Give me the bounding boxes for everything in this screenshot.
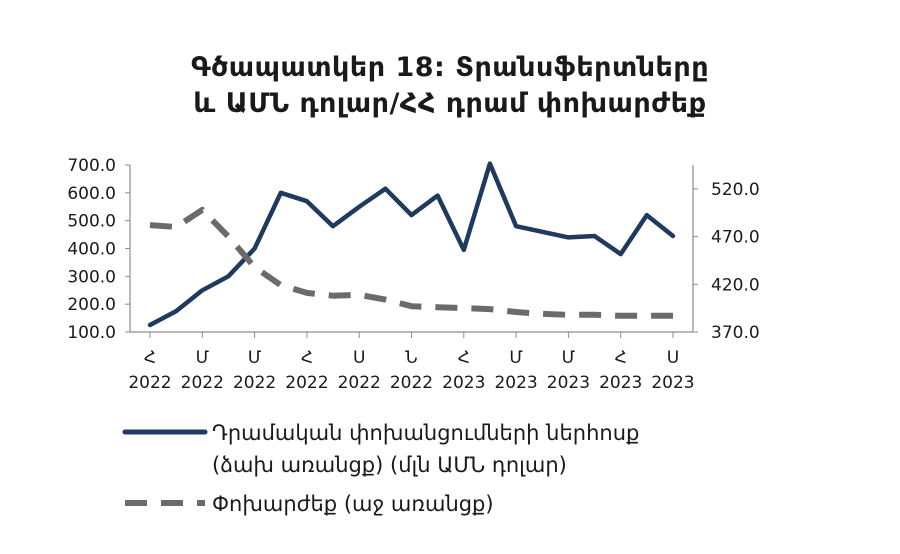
- chart-series: [147, 161, 676, 328]
- remittance-inflow-line: [147, 161, 676, 328]
- x-tick-label-bottom: 2022: [338, 373, 381, 393]
- x-tick-label-top: Մ: [196, 348, 210, 368]
- x-tick-label-top: Մ: [562, 348, 576, 368]
- x-tick-label-top: Մ: [248, 348, 262, 368]
- x-tick-label-bottom: 2023: [547, 373, 590, 393]
- exchange-rate-line: [149, 206, 673, 319]
- x-tick-label-top: Ն: [405, 348, 417, 368]
- x-tick-label-bottom: 2022: [285, 373, 328, 393]
- left-tick-label: 700.0: [67, 156, 116, 176]
- right-axis-ticks: 520.0 470.0 420.0 370.0: [693, 180, 760, 343]
- legend-label-remittance-line-2: (ձախ առանցք) (մլն ԱՄՆ դոլար): [212, 453, 567, 477]
- x-tick-label-top: Հ: [458, 348, 470, 368]
- x-tick-label-bottom: 2022: [128, 373, 171, 393]
- chart-title-line-1: Գծապատկեր 18: Տրանսֆերտները: [190, 52, 710, 83]
- legend-label-exchange-rate: Փոխարժեք (աջ առանցք): [212, 492, 494, 516]
- x-tick-label-bottom: 2023: [442, 373, 485, 393]
- right-tick-label: 470.0: [711, 228, 760, 248]
- x-tick-label-top: Մ: [509, 348, 523, 368]
- x-axis-ticks: Հ 2022 Մ 2022 Մ 2022 Հ 2022 Ս 2022 Ն 2022 Հ 2023 Մ 2023…: [128, 332, 695, 393]
- x-tick-label-bottom: 2022: [390, 373, 433, 393]
- x-tick-label-top: Հ: [144, 348, 156, 368]
- x-tick-label-bottom: 2023: [494, 373, 537, 393]
- right-tick-label: 420.0: [711, 275, 760, 295]
- chart-legend: Դրամական փոխանցումների ներհոսք (ձախ առանց…: [122, 421, 639, 516]
- left-tick-label: 200.0: [67, 295, 116, 315]
- x-tick-label-bottom: 2022: [233, 373, 276, 393]
- x-tick-label-bottom: 2023: [599, 373, 642, 393]
- left-axis-ticks: 700.0 600.0 500.0 400.0 300.0 200.0 100.0: [67, 156, 130, 343]
- x-tick-label-top: Հ: [615, 348, 627, 368]
- left-tick-label: 400.0: [67, 240, 116, 260]
- chart-title: Գծապատկեր 18: Տրանսֆերտները և ԱՄՆ դոլար/…: [0, 50, 900, 122]
- x-tick-label-bottom: 2022: [181, 373, 224, 393]
- x-tick-label-bottom: 2023: [651, 373, 694, 393]
- left-tick-label: 300.0: [67, 267, 116, 287]
- chart-title-line-2: և ԱՄՆ դոլար/ՀՀ դրամ փոխարժեք: [193, 88, 707, 119]
- right-tick-label: 520.0: [711, 180, 760, 200]
- left-tick-label: 600.0: [67, 184, 116, 204]
- right-tick-label: 370.0: [711, 323, 760, 343]
- left-tick-label: 100.0: [67, 323, 116, 343]
- left-tick-label: 500.0: [67, 212, 116, 232]
- x-tick-label-top: Ս: [667, 348, 679, 368]
- x-tick-label-top: Ս: [353, 348, 365, 368]
- legend-label-remittance: Դրամական փոխանցումների ներհոսք: [212, 421, 639, 445]
- x-tick-label-top: Հ: [301, 348, 313, 368]
